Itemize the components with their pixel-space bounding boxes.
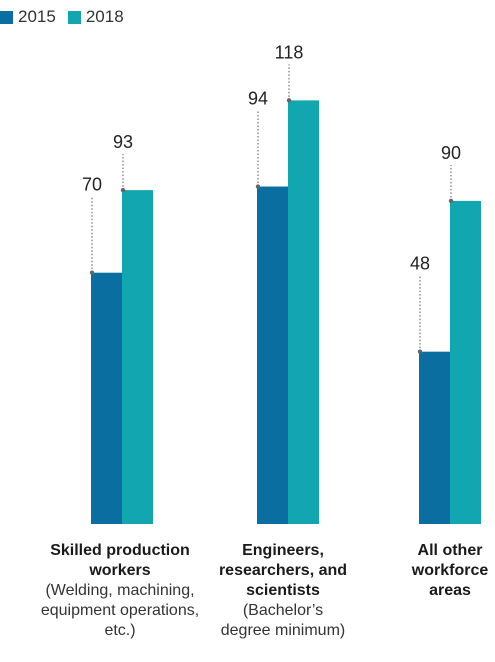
legend-label-2018: 2018 — [85, 7, 124, 26]
data-label-2015-1: 94 — [248, 89, 268, 109]
bar-2015-1 — [257, 186, 288, 525]
category-subtitle: (Welding, machining, equipment operation… — [40, 582, 200, 639]
leader-dot-2018-0 — [120, 187, 126, 193]
data-label-2015-0: 70 — [82, 175, 102, 195]
category-subtitle: (Bachelor’s degree minimum) — [220, 602, 346, 639]
category-label-engineers: Engineers, researchers, and scientists (… — [198, 541, 368, 641]
data-label-2018-2: 90 — [441, 143, 461, 163]
category-label-other: All other workforce areas — [395, 541, 495, 601]
legend-swatch-2015 — [0, 10, 13, 24]
data-label-2018-1: 118 — [275, 42, 304, 62]
category-title: Engineers, researchers, and scientists — [218, 542, 348, 599]
bar-2015-2 — [419, 351, 450, 524]
category-title: Skilled production workers — [50, 542, 190, 579]
leader-dot-2015-2 — [417, 349, 423, 354]
leader-dot-2015-0 — [89, 270, 95, 275]
data-label-2018-0: 93 — [113, 132, 133, 152]
leader-dot-2018-1 — [286, 98, 292, 103]
legend-swatch-2018 — [67, 10, 81, 24]
leader-dot-2015-1 — [255, 184, 261, 189]
legend-item-2015: 2015 — [0, 7, 56, 27]
leader-dot-2018-2 — [448, 198, 454, 204]
legend: 2015 2018 — [0, 6, 136, 28]
bar-2018-0 — [122, 190, 153, 524]
bar-2018-1 — [288, 100, 319, 524]
bar-2018-2 — [450, 200, 481, 524]
data-label-2015-2: 48 — [410, 254, 430, 274]
legend-label-2015: 2015 — [18, 7, 56, 26]
category-label-skilled-production: Skilled production workers (Welding, mac… — [20, 541, 220, 641]
bar-2015-0 — [91, 272, 122, 524]
legend-item-2018: 2018 — [67, 7, 124, 27]
category-title: All other workforce areas — [411, 542, 489, 599]
